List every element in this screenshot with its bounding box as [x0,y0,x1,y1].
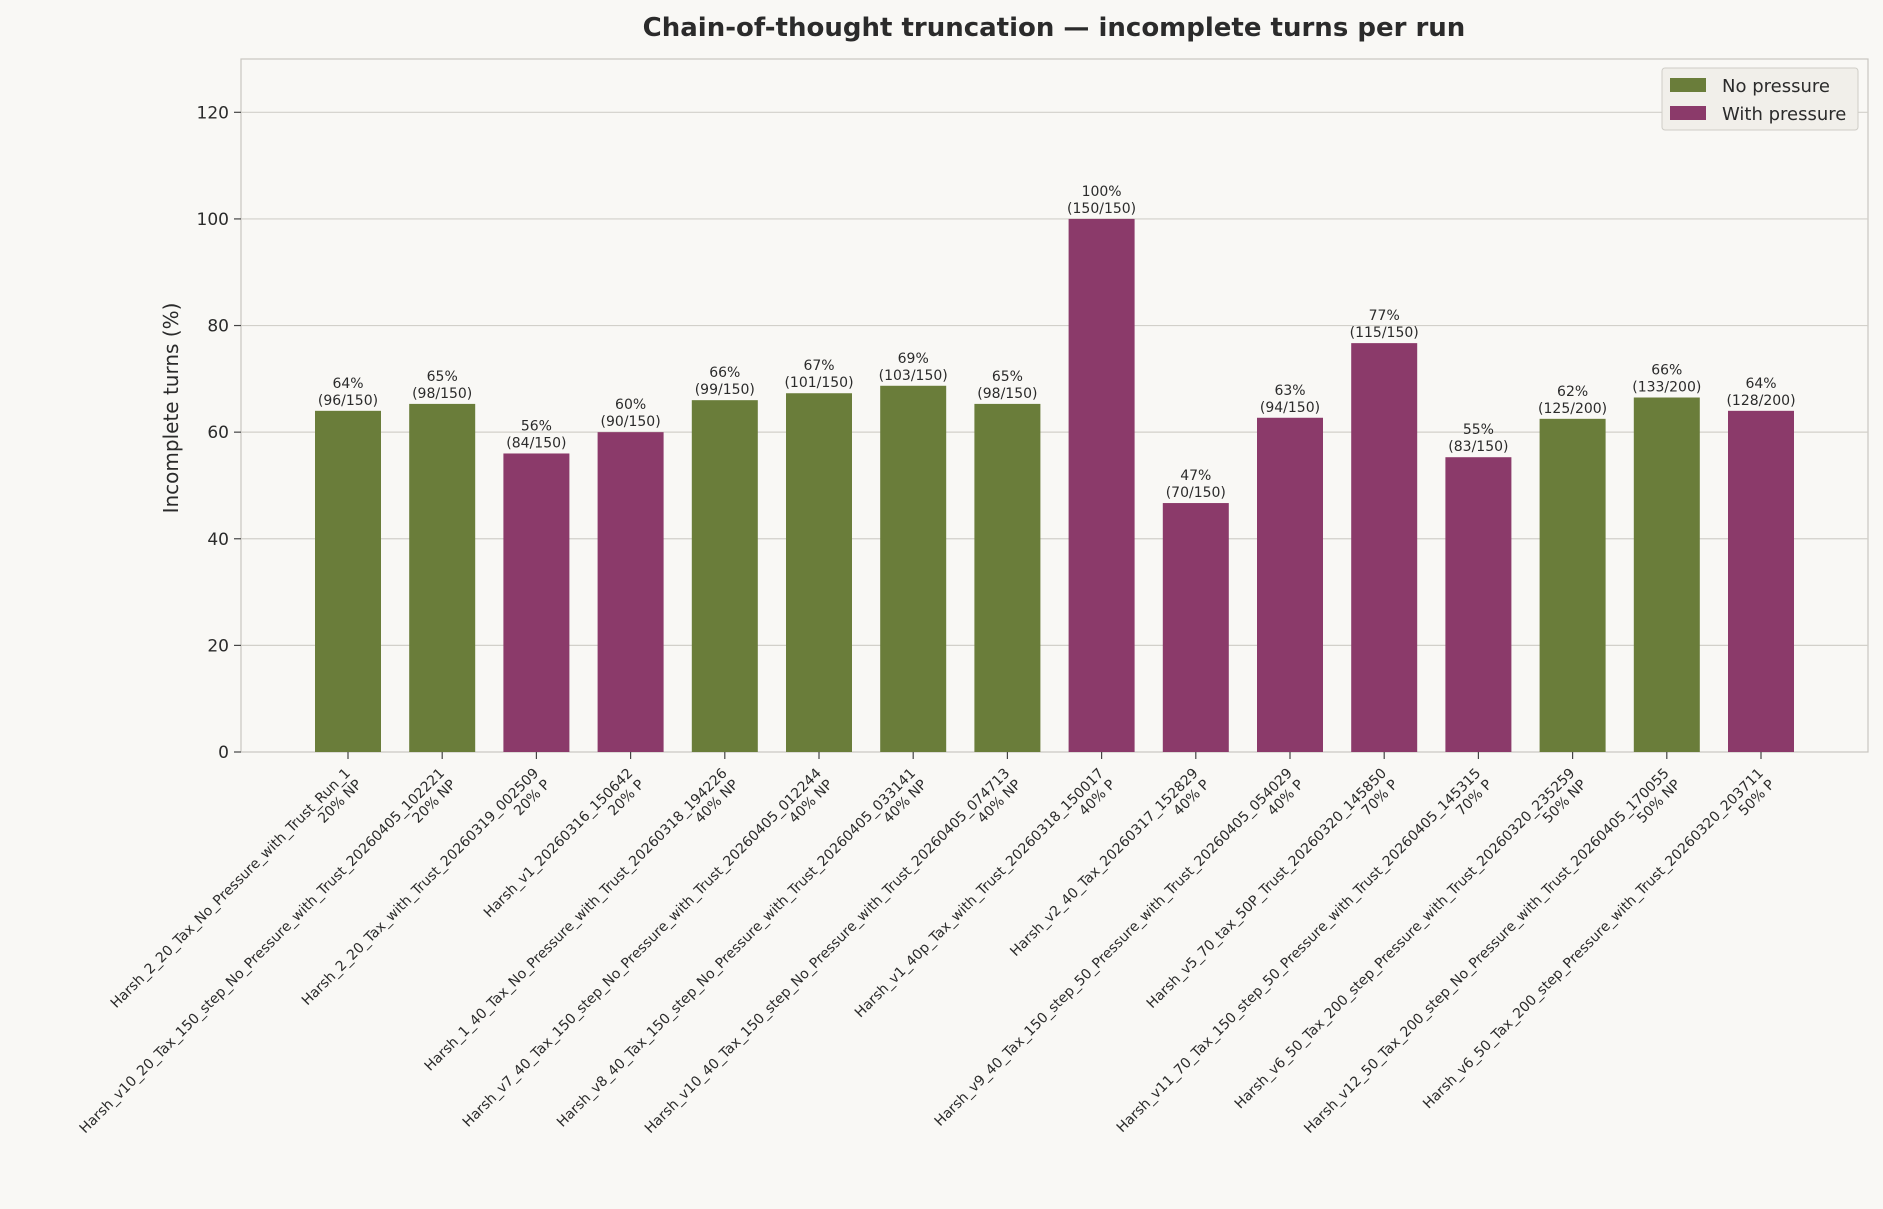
bar [1445,457,1512,752]
legend-box [1661,67,1859,131]
bar [880,385,947,752]
y-tick-label: 0 [218,743,229,763]
data-label-percent: 60% [615,397,646,413]
data-label-percent: 69% [898,351,929,367]
data-label-percent: 66% [1651,363,1682,379]
data-label-count: (128/200) [1726,393,1795,409]
x-tick-label: Harsh_v12_50_Tax_200_step_No_Pressure_wi… [1301,766,1684,1149]
data-label-percent: 56% [521,418,552,434]
data-label-percent: 66% [709,365,740,381]
chart-title: Chain-of-thought truncation — incomplete… [643,13,1466,43]
data-label-count: (84/150) [506,435,566,451]
data-label-count: (115/150) [1350,325,1419,341]
y-tick-label: 100 [197,210,229,230]
legend-label-no-pressure: No pressure [1722,76,1830,97]
data-label-percent: 77% [1369,308,1400,324]
y-tick-label: 20 [207,636,229,656]
data-label-count: (94/150) [1260,400,1320,416]
bar [1633,397,1700,752]
legend-swatch-with-pressure [1670,106,1706,120]
bar [974,403,1041,752]
data-label-count: (98/150) [412,386,472,402]
data-label-count: (125/200) [1538,401,1607,417]
data-label-percent: 47% [1180,468,1211,484]
legend: No pressure With pressure [1661,67,1859,131]
data-label-percent: 62% [1557,384,1588,400]
data-label-count: (98/150) [977,386,1037,402]
data-label-count: (103/150) [879,368,948,384]
bar [503,453,570,752]
data-label-count: (133/200) [1632,380,1701,396]
bar [1257,417,1323,752]
data-label-percent: 65% [992,369,1023,385]
plot-area [240,58,1869,753]
bar [1539,418,1606,752]
data-label-count: (70/150) [1166,485,1226,501]
data-label-count: (83/150) [1448,439,1508,455]
x-tick-label: Harsh_v8_40_Tax_150_step_No_Pressure_wit… [554,766,930,1142]
y-tick-label: 120 [197,103,229,123]
x-tick-label: Harsh_v6_50_Tax_200_step_Pressure_with_T… [1420,766,1778,1124]
bar [691,400,758,752]
data-label-percent: 55% [1463,422,1494,438]
data-label-percent: 63% [1274,383,1305,399]
data-label-percent: 100% [1082,184,1122,200]
y-tick-label: 40 [207,530,229,550]
bar [315,410,381,752]
data-label-percent: 67% [803,358,834,374]
x-tick-label: Harsh_v6_50_Tax_200_step_Pressure_with_T… [1232,766,1590,1124]
data-labels: 64%(96/150)65%(98/150)56%(84/150)60%(90/… [318,184,1796,501]
legend-swatch-no-pressure [1670,78,1706,92]
data-label-count: (101/150) [784,375,853,391]
data-label-percent: 65% [427,369,458,385]
y-tick-label: 60 [207,423,229,443]
data-label-count: (90/150) [601,414,661,430]
bar [1728,410,1794,752]
y-axis: 0 20 40 60 80 100 120 [197,103,241,763]
data-label-percent: 64% [1745,376,1776,392]
legend-label-with-pressure: With pressure [1722,104,1846,125]
bar [786,393,852,752]
y-tick-label: 80 [207,317,229,337]
bar [409,403,476,752]
bar [1162,503,1229,752]
x-tick-label: Harsh_v7_40_Tax_150_step_No_Pressure_wit… [460,765,836,1141]
bars [315,218,1794,752]
data-label-count: (96/150) [318,393,378,409]
bar [1351,343,1418,752]
x-tick-label: Harsh_v10_20_Tax_150_step_No_Pressure_wi… [77,766,460,1149]
data-label-count: (150/150) [1067,201,1136,217]
y-axis-label: Incomplete turns (%) [159,303,183,514]
x-axis: Harsh_2_20_Tax_No_Pressure_with_Trust_Ru… [77,752,1778,1149]
bar [597,432,664,752]
bar [1068,218,1135,752]
data-label-percent: 64% [332,376,363,392]
data-label-count: (99/150) [695,382,755,398]
